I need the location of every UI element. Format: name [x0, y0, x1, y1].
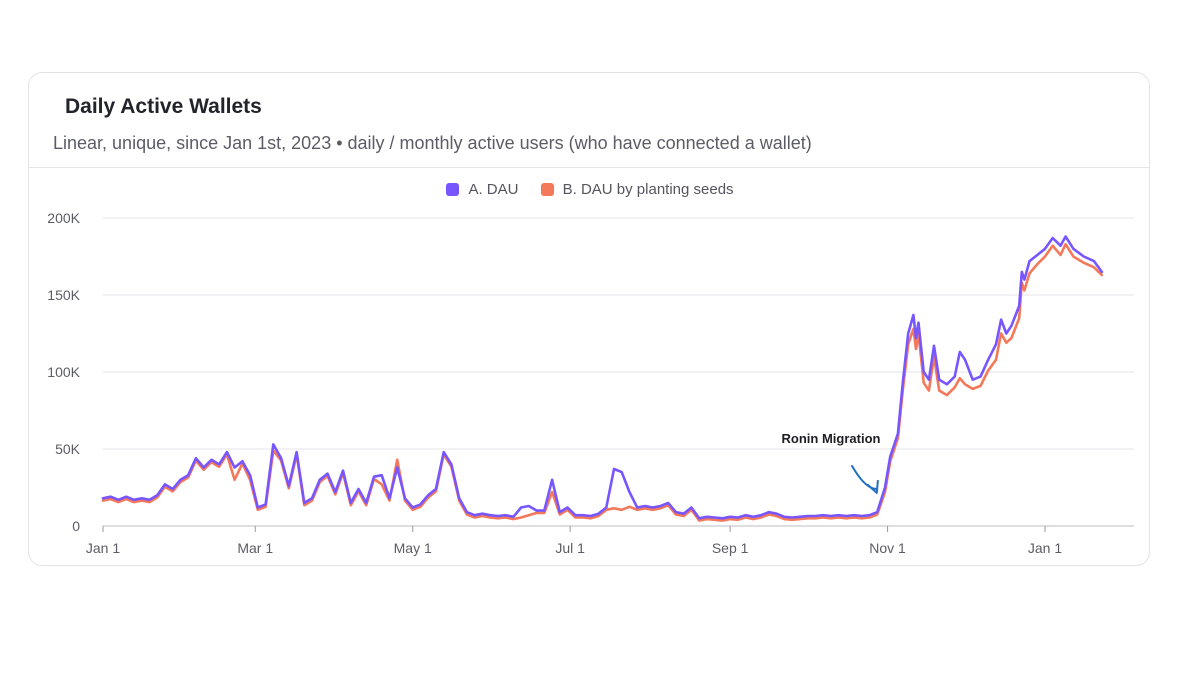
legend-swatch-planting-seeds	[540, 183, 554, 196]
x-tick-label: Nov 1	[869, 540, 906, 556]
annotation-label: Ronin Migration	[782, 431, 881, 446]
y-tick-label: 50K	[55, 441, 81, 457]
x-tick-label: Sep 1	[712, 540, 749, 556]
chart-legend: A. DAU B. DAU by planting seeds	[29, 181, 1151, 200]
y-tick-label: 150K	[47, 287, 80, 303]
x-tick-label: May 1	[394, 540, 432, 556]
legend-swatch-dau	[446, 183, 460, 196]
x-tick-label: Mar 1	[237, 540, 273, 556]
chart-card: Daily Active Wallets Linear, unique, sin…	[28, 72, 1150, 566]
header-divider	[29, 167, 1149, 168]
series-line-dau[interactable]	[101, 235, 1104, 520]
x-tick-label: Jan 1	[86, 540, 120, 556]
x-tick-label: Jul 1	[555, 540, 585, 556]
annotation-arrow-head	[866, 479, 879, 494]
legend-item-dau[interactable]: A. DAU	[446, 181, 518, 198]
x-tick-label: Jan 1	[1028, 540, 1062, 556]
legend-item-planting-seeds[interactable]: B. DAU by planting seeds	[540, 181, 734, 198]
y-tick-label: 100K	[47, 364, 80, 380]
annotation-arrow	[851, 465, 877, 490]
y-tick-label: 200K	[47, 210, 80, 226]
y-tick-label: 0	[72, 518, 80, 534]
chart-title: Daily Active Wallets	[65, 95, 262, 118]
series-line-planting-seeds[interactable]	[101, 242, 1104, 522]
legend-label-dau: A. DAU	[468, 181, 519, 198]
chart-subtitle: Linear, unique, since Jan 1st, 2023 • da…	[53, 133, 812, 153]
legend-label-planting-seeds: B. DAU by planting seeds	[562, 181, 734, 198]
